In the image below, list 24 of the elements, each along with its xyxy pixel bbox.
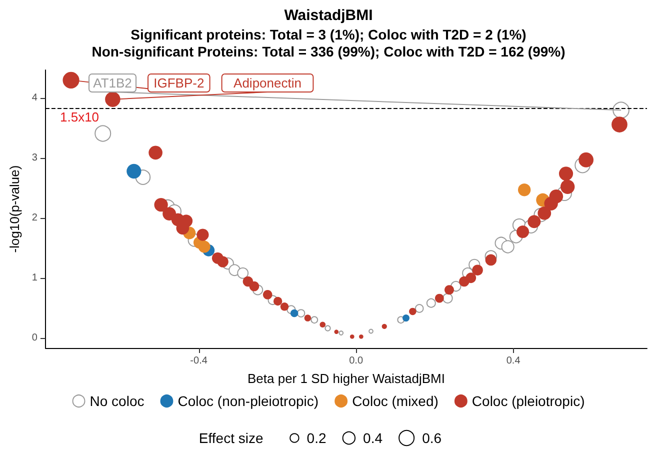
chart-title: WaistadjBMI [284,7,373,24]
annotation: Adiponectin [234,76,302,90]
legend-label: Coloc (non-pleiotropic) [178,393,319,409]
chart-subtitle: Significant proteins: Total = 3 (1%); Coloc with T2D = 2 (1%) Non-significant Proteins: Total = 336 (99%); Coloc with T2D = 162 (99%) [92,26,566,60]
y-axis-title: -log10(p-value) [7,165,22,253]
y-tick-label: 1 [32,272,38,284]
legend-label: 0.4 [363,430,383,446]
x-tick-label: -0.4 [190,356,208,366]
legend-title: Effect size [198,430,264,446]
y-tick-label: 3 [32,152,38,164]
legend-label: 0.2 [306,430,326,446]
annotation: AT1B2 [93,76,132,90]
legend-label: No coloc [90,393,144,409]
annotation: IGFBP-2 [154,76,204,90]
legend-label: 0.6 [422,430,442,446]
legend-label: Coloc (mixed) [352,393,438,409]
y-tick-label: 0 [32,332,38,344]
legend-label: Coloc (pleiotropic) [472,393,585,409]
y-tick-label: 4 [32,92,38,104]
x-tick-label: 0.4 [506,356,521,366]
x-axis-title: Beta per 1 SD higher WaistadjBMI [247,371,445,386]
x-tick-label: 0.0 [349,356,364,366]
ref-line-label: 1.5x10 [60,109,100,124]
y-tick-label: 2 [32,212,38,224]
